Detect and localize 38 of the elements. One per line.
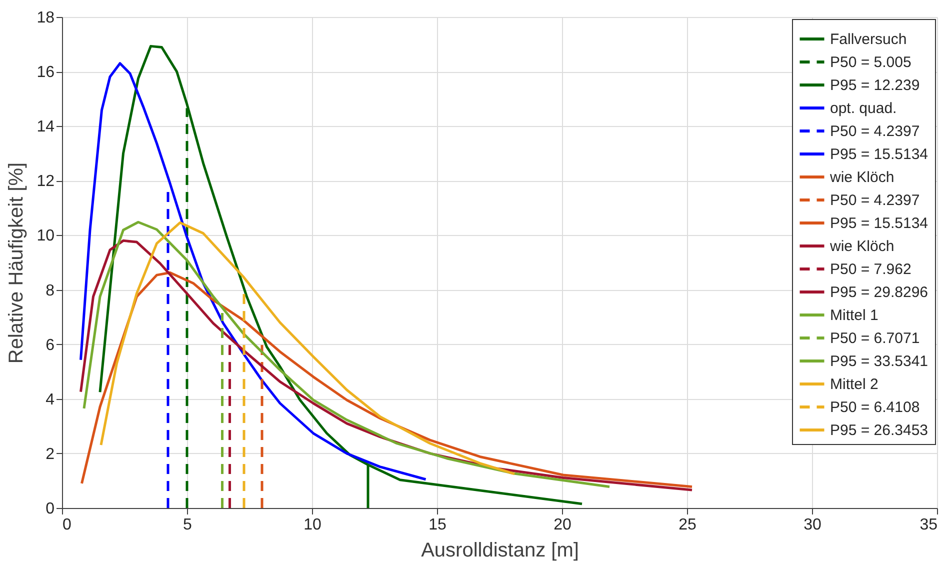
x-tick-label: 35 (920, 516, 938, 534)
y-tick-label: 14 (36, 118, 55, 136)
legend-label: P50 = 5.005 (830, 54, 912, 71)
y-tick-label: 12 (36, 173, 55, 190)
legend-label: wie Klöch (829, 238, 894, 255)
legend-label: opt. quad. (830, 100, 897, 117)
x-tick-label: 10 (304, 516, 322, 534)
x-tick-label: 0 (62, 516, 72, 534)
legend-label: P95 = 26.3453 (830, 422, 928, 439)
y-tick-label: 6 (46, 336, 55, 354)
legend-label: P50 = 4.2397 (830, 192, 920, 209)
x-tick-label: 20 (554, 516, 572, 534)
y-tick-label: 16 (36, 64, 55, 82)
y-tick-label: 10 (36, 228, 55, 245)
x-axis-title: Ausrolldistanz [m] (421, 540, 579, 562)
legend-label: P95 = 15.5134 (830, 215, 928, 232)
legend-label: P50 = 6.7071 (830, 330, 920, 347)
legend-label: P50 = 6.4108 (830, 399, 920, 416)
legend-label: P95 = 29.8296 (830, 284, 928, 301)
y-tick-label: 0 (46, 500, 55, 518)
legend-label: P95 = 12.239 (830, 77, 920, 94)
legend-label: P50 = 4.2397 (830, 123, 920, 140)
legend-label: P50 = 7.962 (830, 261, 912, 278)
legend-label: Mittel 1 (830, 307, 878, 324)
legend-label: Mittel 2 (830, 376, 878, 393)
y-axis-title: Relative Häufigkeit [%] (6, 162, 28, 364)
legend-label: Fallversuch (830, 31, 907, 48)
y-tick-label: 4 (46, 391, 55, 408)
y-tick-label: 18 (36, 10, 55, 26)
legend-label: wie Klöch (829, 169, 894, 186)
y-tick-label: 8 (46, 282, 55, 300)
x-tick-label: 15 (428, 516, 446, 534)
y-tick-label: 2 (46, 446, 55, 463)
x-tick-label: 30 (804, 516, 822, 534)
x-tick-label: 25 (678, 516, 696, 534)
x-tick-label: 5 (183, 516, 192, 534)
legend-label: P95 = 33.5341 (830, 353, 928, 370)
legend-label: P95 = 15.5134 (830, 146, 928, 163)
